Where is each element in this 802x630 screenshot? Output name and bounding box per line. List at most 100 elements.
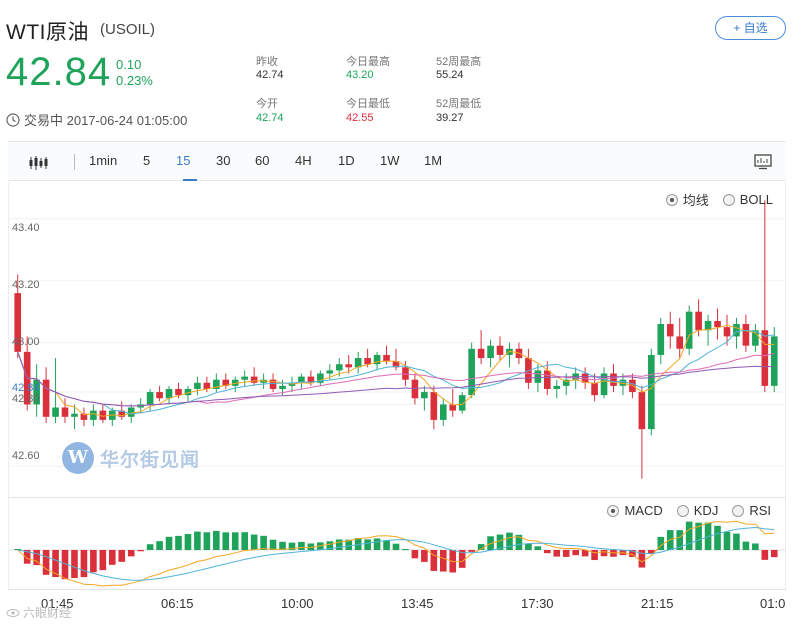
macd-bar [165,536,173,550]
candle [14,274,22,359]
candle-body [695,311,702,331]
candle-body [307,376,315,383]
candle-body [761,330,769,386]
rsi-radio[interactable]: RSI [732,503,771,518]
candle-body [156,392,163,399]
interval-1min[interactable]: 1min [89,153,118,168]
y-tick-label: 43.20 [12,279,40,291]
interval-1w[interactable]: 1W [380,153,400,168]
interval-60[interactable]: 60 [255,153,270,168]
macd-bar [392,543,400,550]
radio-indicator [722,193,735,206]
macd-bar [752,543,759,550]
candle [666,311,674,349]
macd-bar [288,542,296,550]
candle [298,373,305,389]
candle-body [496,345,504,355]
candle-body [146,392,154,405]
monitor-icon[interactable] [754,154,772,170]
candle-body [600,373,608,396]
macd-bar [108,550,116,565]
candle [430,385,438,430]
candle-body [704,320,712,331]
status-text: 交易中 2017-06-24 01:05:00 [24,113,188,128]
macd-bar [14,549,22,550]
interval-5[interactable]: 5 [143,153,151,168]
ma-label: 均线 [682,193,709,208]
day-low-label: 今日最低 [346,98,390,110]
candle [638,385,646,479]
candle-body [184,388,192,396]
macd-radio[interactable]: MACD [607,503,663,518]
macd-bar [723,531,731,550]
candle-body [279,385,286,389]
macd-bar [411,550,419,559]
candle-body [421,392,428,399]
ma-line [17,324,775,417]
candle-body [723,327,731,337]
candle-body [468,348,475,396]
candle [770,327,778,393]
candle [458,392,466,414]
candle [761,200,769,393]
candle [742,314,750,352]
macd-bar [23,550,31,564]
macd-line [17,520,775,587]
macd-bar [71,550,78,579]
candle-body [534,370,542,383]
week52-high-label: 52周最高 [436,56,482,68]
macd-bar [733,533,740,550]
candle-body [99,410,107,420]
candle [496,336,504,362]
boll-radio[interactable]: BOLL [722,190,773,209]
interval-30[interactable]: 30 [216,153,231,168]
macd-bar [562,550,570,557]
macd-bar [648,550,655,554]
macd-bar [203,532,211,550]
macd-bar [543,550,551,554]
candle-body [581,373,589,383]
macd-bar [496,534,504,550]
add-to-watchlist-button[interactable]: + 自选 [715,16,786,40]
candle [90,404,97,427]
candle [231,376,239,393]
radio-indicator [607,504,620,517]
open-value: 42.74 [256,112,284,124]
trading-status: 交易中 2017-06-24 01:05:00 [6,110,187,129]
candle-body [33,379,40,405]
interval-1m[interactable]: 1M [424,153,443,168]
source-watermark: 六眼财经 [6,604,71,621]
macd-bar [714,525,721,550]
candle [695,299,702,337]
interval-1d[interactable]: 1D [338,153,355,168]
y-tick-label: 43.40 [12,222,40,234]
macd-bar [146,544,154,550]
candle [354,351,362,374]
macd-bar [175,535,182,550]
interval-15[interactable]: 15 [176,153,191,168]
candle [752,324,759,352]
open-label: 今开 [256,98,278,110]
clock-icon [6,112,20,127]
macd-bar [657,536,665,550]
candle-body [742,324,750,346]
candle [345,354,353,374]
macd-histogram [9,520,785,587]
candle [506,342,513,368]
rsi-label: RSI [749,503,771,518]
candle [648,348,655,436]
candle-body [402,367,409,380]
candle-body [430,392,438,420]
candle-body [648,354,655,430]
macd-bar [553,550,561,557]
indicator-chart[interactable]: MACD KDJ RSI [8,497,786,589]
candle-body [610,373,617,386]
day-high-value: 43.20 [346,69,374,81]
interval-4h[interactable]: 4H [295,153,312,168]
price-chart[interactable]: 43.40 43.20 43.00 42.84 42.80 42.60 均线 B… [8,182,786,497]
candlestick-icon[interactable] [28,155,48,171]
candle-body [250,376,258,383]
kdj-radio[interactable]: KDJ [676,503,718,518]
y-tick-label: 43.00 [12,336,40,348]
ma-radio[interactable]: 均线 [665,190,709,209]
